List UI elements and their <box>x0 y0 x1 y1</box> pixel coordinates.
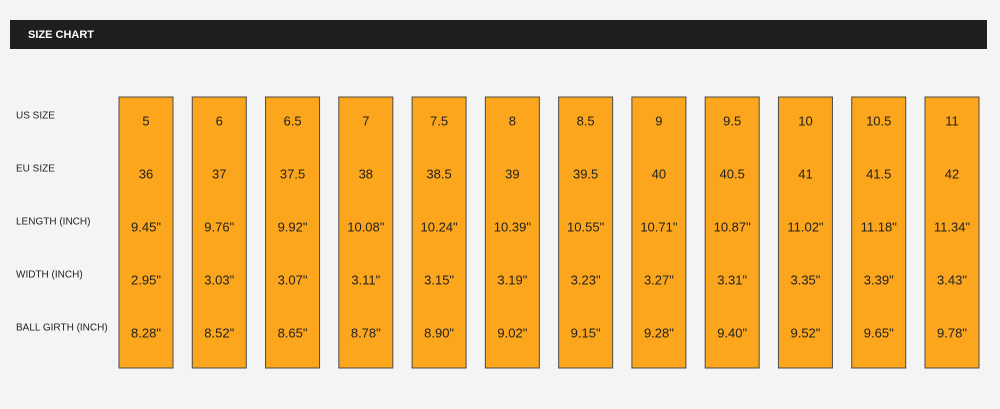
cell-value: 8 <box>509 113 516 128</box>
cell-value: 6.5 <box>284 113 302 128</box>
cell-value: 10.55" <box>567 219 605 234</box>
cell-value: 11 <box>945 113 959 128</box>
cell-value: 3.43" <box>937 272 967 287</box>
cell-value: 39 <box>505 166 519 181</box>
cell-value: 40 <box>652 166 666 181</box>
size-column <box>631 96 687 369</box>
cell-value: 3.35" <box>790 272 820 287</box>
cell-value: 9.15" <box>571 325 601 340</box>
row-label: BALL GIRTH (INCH) <box>16 323 108 334</box>
header-bar <box>10 20 987 49</box>
cell-value: 9.5 <box>723 113 741 128</box>
cell-value: 41 <box>798 166 812 181</box>
size-column <box>338 96 394 369</box>
cell-value: 10.39" <box>494 219 532 234</box>
cell-value: 10.08" <box>347 219 385 234</box>
size-column <box>191 96 247 369</box>
cell-value: 38.5 <box>426 166 451 181</box>
cell-value: 3.15" <box>424 272 454 287</box>
cell-value: 38 <box>359 166 373 181</box>
cell-value: 9.40" <box>717 325 747 340</box>
size-column <box>851 96 907 369</box>
cell-value: 37.5 <box>280 166 305 181</box>
cell-value: 8.28" <box>131 325 161 340</box>
size-column <box>777 96 833 369</box>
size-column <box>558 96 614 369</box>
row-label: LENGTH (INCH) <box>16 217 90 228</box>
cell-value: 2.95" <box>131 272 161 287</box>
size-column <box>265 96 321 369</box>
cell-value: 10.5 <box>866 113 891 128</box>
cell-value: 36 <box>139 166 153 181</box>
cell-value: 40.5 <box>720 166 745 181</box>
header-title: SIZE CHART <box>28 29 94 41</box>
cell-value: 9.76" <box>204 219 234 234</box>
cell-value: 3.03" <box>204 272 234 287</box>
cell-value: 6 <box>216 113 223 128</box>
size-column <box>704 96 760 369</box>
cell-value: 3.11" <box>351 272 380 287</box>
cell-value: 11.34" <box>934 219 971 234</box>
size-column <box>924 96 980 369</box>
cell-value: 8.52" <box>204 325 234 340</box>
cell-value: 7.5 <box>430 113 448 128</box>
cell-value: 8.90" <box>424 325 454 340</box>
cell-value: 8.78" <box>351 325 381 340</box>
cell-value: 10.24" <box>421 219 459 234</box>
cell-value: 9.65" <box>864 325 894 340</box>
cell-value: 9.45" <box>131 219 161 234</box>
row-label: US SIZE <box>16 111 55 122</box>
cell-value: 8.65" <box>278 325 308 340</box>
size-column <box>484 96 540 369</box>
cell-value: 10.87" <box>714 219 752 234</box>
cell-value: 3.23" <box>571 272 601 287</box>
size-column <box>411 96 467 369</box>
cell-value: 42 <box>945 166 959 181</box>
cell-value: 10 <box>798 113 812 128</box>
cell-value: 9.02" <box>497 325 527 340</box>
cell-value: 37 <box>212 166 226 181</box>
cell-value: 41.5 <box>866 166 891 181</box>
cell-value: 5 <box>142 113 149 128</box>
cell-value: 9.78" <box>937 325 967 340</box>
cell-value: 3.19" <box>497 272 527 287</box>
cell-value: 9 <box>655 113 662 128</box>
row-label: WIDTH (INCH) <box>16 270 83 281</box>
cell-value: 3.27" <box>644 272 674 287</box>
size-column <box>118 96 174 369</box>
cell-value: 11.02" <box>787 219 824 234</box>
cell-value: 8.5 <box>577 113 595 128</box>
cell-value: 10.71" <box>640 219 678 234</box>
cell-value: 9.28" <box>644 325 674 340</box>
cell-value: 3.31" <box>717 272 747 287</box>
cell-value: 9.92" <box>278 219 308 234</box>
row-label: EU SIZE <box>16 164 55 175</box>
cell-value: 11.18" <box>861 219 898 234</box>
cell-value: 9.52" <box>790 325 820 340</box>
cell-value: 7 <box>362 113 369 128</box>
cell-value: 39.5 <box>573 166 598 181</box>
cell-value: 3.07" <box>278 272 308 287</box>
cell-value: 3.39" <box>864 272 894 287</box>
